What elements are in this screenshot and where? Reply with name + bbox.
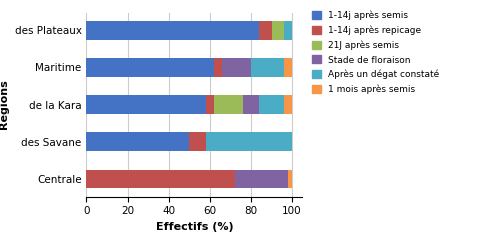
Bar: [259, 95, 284, 114]
Bar: [86, 95, 206, 114]
X-axis label: Effectifs (%): Effectifs (%): [156, 222, 233, 232]
Bar: [259, 21, 272, 40]
Bar: [189, 133, 206, 151]
Bar: [214, 95, 243, 114]
Bar: [284, 21, 292, 40]
Y-axis label: Régions: Régions: [0, 80, 9, 130]
Bar: [206, 133, 292, 151]
Bar: [86, 133, 189, 151]
Bar: [284, 95, 292, 114]
Legend: 1-14j après semis, 1-14j après repicage, 21J après semis, Stade de floraison, Ap: 1-14j après semis, 1-14j après repicage,…: [309, 8, 442, 97]
Bar: [272, 21, 284, 40]
Bar: [222, 58, 251, 77]
Bar: [284, 58, 292, 77]
Bar: [235, 170, 288, 188]
Bar: [251, 58, 284, 77]
Bar: [243, 95, 259, 114]
Bar: [214, 58, 222, 77]
Bar: [206, 95, 214, 114]
Bar: [288, 170, 292, 188]
Bar: [86, 170, 235, 188]
Bar: [86, 21, 259, 40]
Bar: [86, 58, 214, 77]
